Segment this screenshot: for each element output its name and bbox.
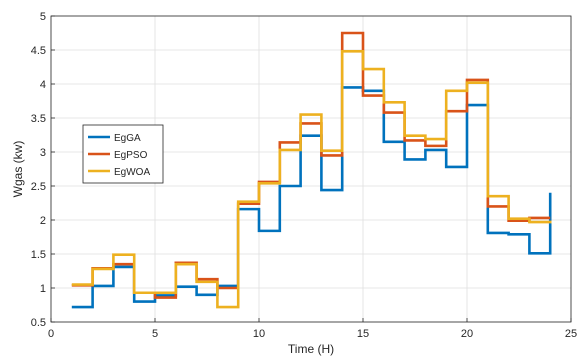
series-line-egpso (71, 31, 551, 299)
plot-frame (50, 15, 572, 323)
legend-label: EgWOA (114, 167, 150, 178)
legend: EgGA EgPSO EgWOA (82, 124, 164, 184)
y-tick-label: 4 (40, 79, 46, 91)
x-tick-label: 25 (565, 328, 577, 340)
y-tick-label: 0.5 (31, 317, 46, 329)
x-tick-label: 0 (48, 328, 54, 340)
y-tick-label: 2 (40, 215, 46, 227)
y-tick-label: 3 (40, 147, 46, 159)
axis-ticks: 0 5 10 15 20 25 0.5 1 1.5 2 2.5 3 3.5 4 4.5 5 (31, 11, 577, 340)
x-tick-label: 5 (152, 328, 158, 340)
grid (50, 15, 572, 323)
x-tick-label: 20 (461, 328, 473, 340)
y-tick-label: 2.5 (31, 181, 46, 193)
legend-label: EgGA (114, 133, 141, 144)
x-axis-label: Time (H) (288, 342, 334, 356)
x-tick-label: 15 (357, 328, 369, 340)
series-lines (71, 31, 552, 309)
y-tick-label: 3.5 (31, 113, 46, 125)
y-axis-label: Wgas (kw) (11, 141, 25, 198)
y-tick-label: 5 (40, 11, 46, 23)
y-tick-label: 4.5 (31, 45, 46, 57)
series-line-egwoa (71, 50, 552, 309)
y-tick-label: 1.5 (31, 249, 46, 261)
x-tick-label: 10 (253, 328, 265, 340)
y-tick-label: 1 (40, 283, 46, 295)
legend-label: EgPSO (114, 150, 148, 161)
